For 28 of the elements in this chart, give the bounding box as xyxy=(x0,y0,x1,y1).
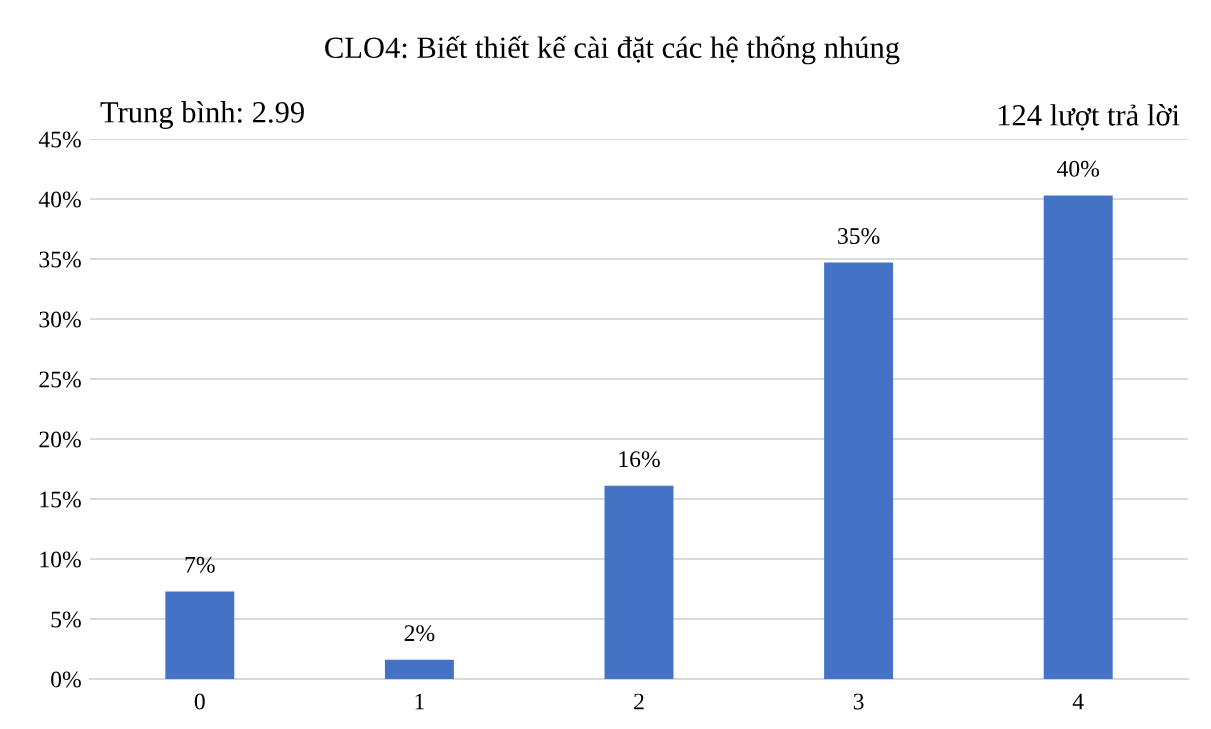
bar xyxy=(604,485,674,679)
x-tick-label: 2 xyxy=(634,693,644,710)
x-tick-label: 1 xyxy=(415,693,424,710)
x-tick-label: 0 xyxy=(194,693,205,710)
text: 124 lượt trả lời xyxy=(998,104,1180,131)
y-tick-label: 40% xyxy=(38,191,81,208)
y-tick-label: 15% xyxy=(40,491,81,508)
y-tick-label: 10% xyxy=(40,551,81,568)
y-tick-label: 25% xyxy=(39,371,81,388)
chart-title: CLO4: Biết thiết kế cài đặt các hệ thống nhúng xyxy=(325,35,900,65)
data-label: 35% xyxy=(838,227,880,244)
x-tick-label: 4 xyxy=(1072,693,1084,710)
y-tick-label: 0% xyxy=(51,671,81,688)
y-tick-label: 5% xyxy=(51,611,81,628)
bar xyxy=(1043,195,1113,679)
bar xyxy=(165,591,235,679)
data-label: 16% xyxy=(619,451,660,468)
text: Trung bình: 2.99 xyxy=(100,101,304,129)
y-tick-label: 30% xyxy=(39,311,81,328)
data-label: 40% xyxy=(1057,160,1100,177)
y-tick-label: 45% xyxy=(38,131,81,148)
x-tick-label: 3 xyxy=(853,693,864,710)
bar xyxy=(384,659,454,679)
data-label: 2% xyxy=(404,625,435,642)
bar xyxy=(824,262,894,679)
y-tick-label: 35% xyxy=(39,251,81,268)
y-tick-label: 20% xyxy=(39,431,81,448)
data-label: 7% xyxy=(185,556,215,573)
